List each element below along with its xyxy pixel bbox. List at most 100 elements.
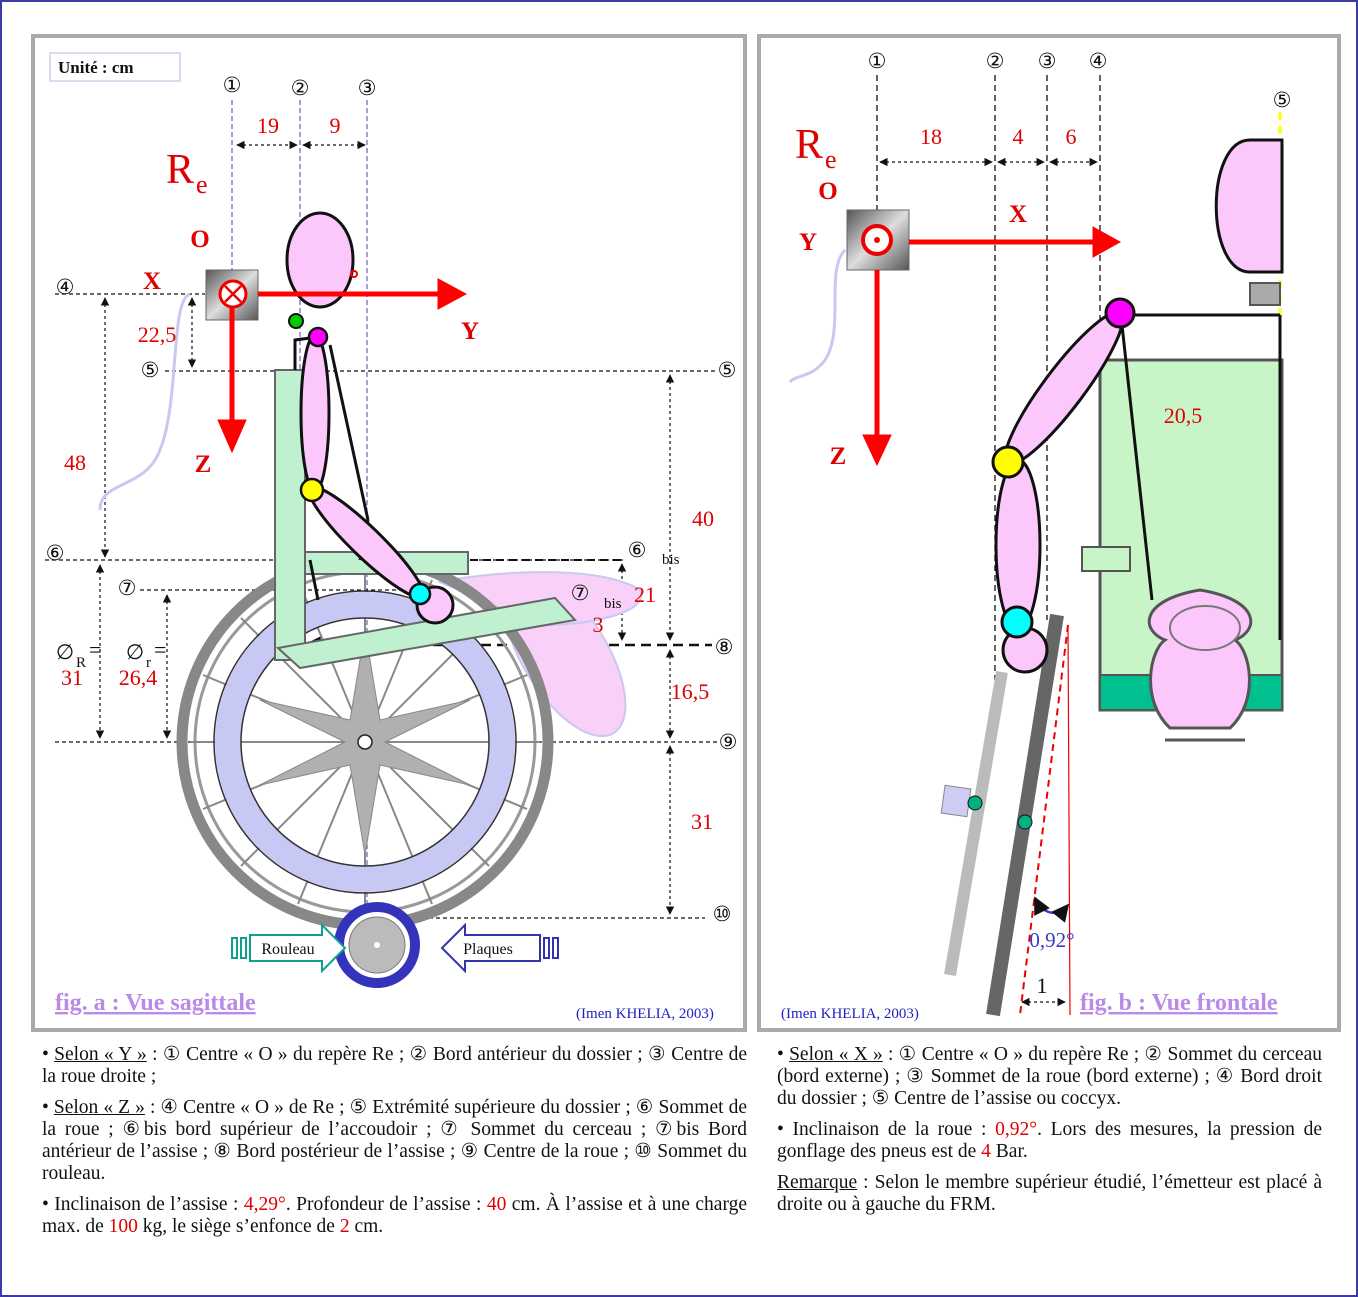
label: 31 [61, 665, 83, 690]
note-text: Bar. [991, 1141, 1028, 1162]
label: 18 [920, 124, 942, 149]
label: ⑧ [715, 635, 734, 659]
panel-b-shape [1216, 140, 1282, 272]
label: O [818, 178, 837, 205]
label: 6 [1066, 124, 1077, 149]
note: • Inclinaison de la roue : 0,92°. Lors d… [777, 1119, 1322, 1163]
label: ∅ [126, 640, 144, 664]
label: 21 [634, 582, 656, 607]
label: (Imen KHELIA, 2003) [576, 1006, 714, 1022]
panel-a-shape [309, 328, 327, 346]
note-lead: Selon « Y » [54, 1044, 147, 1065]
label: 20,5 [1164, 403, 1203, 428]
label: bis [604, 596, 622, 612]
label: = [154, 637, 166, 662]
label: fig. a : Vue sagittale [55, 990, 256, 1016]
label: 26,4 [119, 665, 158, 690]
panel-b-shape [874, 237, 880, 243]
label: 0,92° [1029, 928, 1074, 952]
label: Z [195, 451, 212, 478]
label: Plaques [463, 941, 513, 958]
panel-b [759, 36, 1339, 1030]
panel-a-shape [358, 735, 372, 749]
note-lead: Selon « X » [789, 1044, 883, 1065]
panel-b-shape [1018, 815, 1032, 829]
label: Rouleau [261, 941, 314, 958]
note-text: : ① Centre « O » du repère Re ; ② Bord a… [42, 1044, 747, 1087]
note: • Selon « X » : ① Centre « O » du repère… [777, 1044, 1322, 1110]
label: (Imen KHELIA, 2003) [781, 1006, 919, 1022]
bullet: • [42, 1044, 49, 1065]
label: ⑦ [571, 581, 590, 605]
label: fig. b : Vue frontale [1080, 990, 1278, 1016]
label: ⑤ [1273, 88, 1292, 112]
label: bis [662, 552, 680, 568]
highlight: 40 [487, 1194, 507, 1215]
panel-a-shape [289, 314, 303, 328]
label: ⑤ [141, 358, 160, 382]
label: X [143, 268, 161, 295]
label: 22,5 [138, 322, 177, 347]
note: • Selon « Z » : ④ Centre « O » de Re ; ⑤… [42, 1097, 747, 1185]
bullet: • [777, 1119, 784, 1140]
panel-b-shape [993, 447, 1023, 477]
label: ④ [56, 275, 75, 299]
note-text: : ④ Centre « O » de Re ; ⑤ Extrémité sup… [42, 1097, 747, 1184]
note-lead: Remarque [777, 1172, 857, 1193]
label: ⑦ [118, 576, 137, 600]
label: = [89, 637, 101, 662]
label: ② [986, 49, 1005, 73]
label: ② [291, 76, 310, 100]
panel-a-shape [301, 479, 323, 501]
label: e [825, 145, 837, 174]
panel-b-shape [1106, 299, 1134, 327]
label: 4 [1013, 124, 1024, 149]
label: ① [868, 49, 887, 73]
note-text: Inclinaison de l’assise : [54, 1194, 244, 1215]
label: ① [223, 73, 242, 97]
label: R [166, 147, 194, 193]
panel-a-shape [374, 942, 380, 948]
label: ③ [358, 76, 377, 100]
label: 40 [692, 506, 714, 531]
label: 19 [257, 113, 279, 138]
panel-a [33, 36, 745, 1030]
label: ⑥ [628, 538, 647, 562]
note-text: Inclinaison de la roue : [793, 1119, 996, 1140]
label: Y [799, 229, 817, 256]
label: 48 [64, 450, 86, 475]
label: Z [830, 443, 847, 470]
panel-b-shape [996, 460, 1040, 630]
note-text: : Selon le membre supérieur étudié, l’ém… [777, 1172, 1322, 1215]
notes-right: • Selon « X » : ① Centre « O » du repère… [777, 1044, 1322, 1225]
panel-b-shape [941, 785, 971, 816]
panel-b-shape [1170, 606, 1240, 650]
label: ∅ [56, 640, 74, 664]
label: ⑩ [713, 902, 732, 926]
label: Y [461, 318, 479, 345]
label: 1 [1037, 973, 1048, 998]
label: ⑤ [718, 358, 737, 382]
panel-b-shape [1002, 607, 1032, 637]
highlight: 2 [340, 1216, 350, 1237]
label: ③ [1038, 49, 1057, 73]
panel-b-shape [1250, 283, 1280, 305]
highlight: 0,92° [995, 1119, 1037, 1140]
figures: Unité : cm①②③199ReOXYZ④22,5⑤⑤4840⑥⑥bis⑦⑦… [0, 0, 1358, 1040]
label: X [1009, 201, 1027, 228]
panel-a-shape [301, 335, 329, 491]
bullet: • [777, 1044, 784, 1065]
highlight: 100 [109, 1216, 138, 1237]
note-text: kg, le siège s’enfonce de [138, 1216, 340, 1237]
label: 3 [593, 612, 604, 637]
note-text: cm. [350, 1216, 384, 1237]
label: O [190, 226, 209, 253]
label: 9 [330, 113, 341, 138]
label: ④ [1089, 49, 1108, 73]
note-text: . Profondeur de l’assise : [286, 1194, 487, 1215]
note-lead: Selon « Z » [54, 1097, 145, 1118]
page: Unité : cm①②③199ReOXYZ④22,5⑤⑤4840⑥⑥bis⑦⑦… [0, 0, 1358, 1297]
label: ⑨ [719, 730, 738, 754]
label: 31 [691, 809, 713, 834]
panel-b-shape [1082, 547, 1130, 571]
